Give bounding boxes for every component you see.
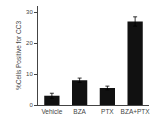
svg-text:0: 0: [29, 102, 33, 108]
svg-text:30: 30: [26, 9, 33, 15]
svg-text:10: 10: [26, 71, 33, 77]
svg-text:20: 20: [26, 40, 33, 46]
svg-text:Vehicle: Vehicle: [41, 108, 62, 115]
svg-text:%Cells Positive for CC3: %Cells Positive for CC3: [15, 21, 22, 90]
svg-text:BZA: BZA: [73, 108, 86, 115]
svg-text:PTX: PTX: [101, 108, 114, 115]
svg-text:BZA+PTX: BZA+PTX: [121, 108, 151, 115]
